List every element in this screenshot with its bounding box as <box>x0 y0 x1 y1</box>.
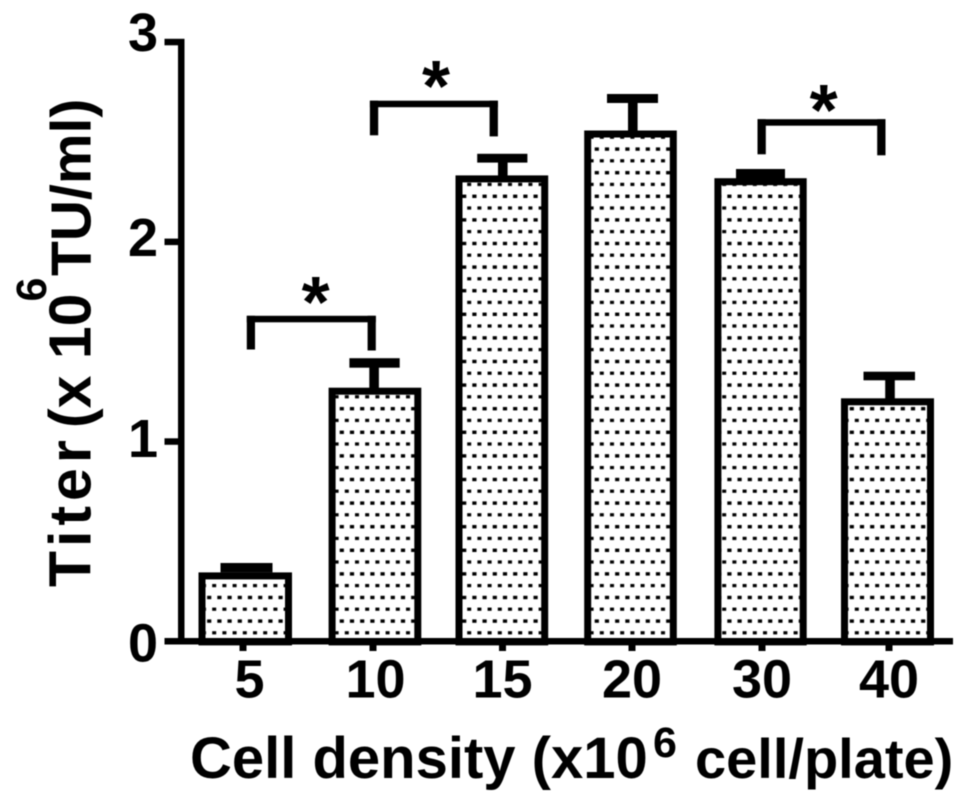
svg-text:(x 10: (x 10 <box>38 294 104 428</box>
svg-text:6: 6 <box>653 719 677 767</box>
svg-text:0: 0 <box>128 613 158 673</box>
svg-text:15: 15 <box>472 650 532 710</box>
svg-text:*: * <box>302 263 330 343</box>
svg-text:5: 5 <box>234 650 264 710</box>
svg-text:30: 30 <box>732 650 792 710</box>
svg-text:Cell density (x10: Cell density (x10 <box>190 726 648 791</box>
svg-text:Titer: Titer <box>38 435 104 587</box>
svg-text:*: * <box>810 71 838 151</box>
svg-text:40: 40 <box>859 650 919 710</box>
svg-text:20: 20 <box>602 650 662 710</box>
svg-text:1: 1 <box>128 409 158 469</box>
svg-text:6: 6 <box>8 278 56 302</box>
svg-text:cell/plate): cell/plate) <box>695 727 953 790</box>
svg-text:TU/ml): TU/ml) <box>40 99 104 276</box>
svg-text:*: * <box>422 47 450 127</box>
svg-text:3: 3 <box>128 3 158 63</box>
svg-text:2: 2 <box>128 208 158 268</box>
svg-text:10: 10 <box>345 650 405 710</box>
